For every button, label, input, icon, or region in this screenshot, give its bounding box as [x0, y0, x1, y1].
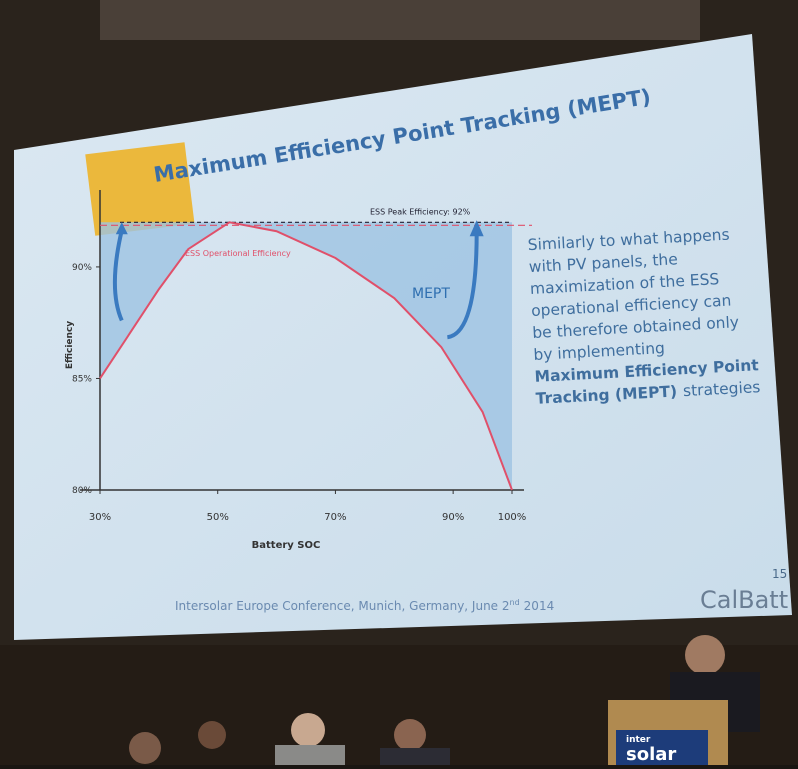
person — [291, 713, 325, 747]
speaker — [685, 635, 725, 675]
x-tick-label: 90% — [442, 512, 464, 523]
y-tick-label: 90% — [72, 263, 92, 273]
podium-text: solar — [626, 744, 676, 765]
y-tick-label: 85% — [72, 374, 92, 384]
x-tick-label: 100% — [498, 512, 527, 523]
person — [129, 732, 161, 764]
y-axis-label: Efficiency — [65, 321, 75, 369]
person-body — [380, 748, 450, 765]
person-body — [275, 745, 345, 765]
person — [394, 719, 426, 751]
footer-text: Intersolar Europe Conference, Munich, Ge… — [175, 599, 510, 613]
page-number: 15 — [772, 567, 787, 581]
x-axis-label: Battery SOC — [252, 540, 321, 551]
series-label: ESS Operational Efficiency — [185, 249, 291, 258]
photo: Maximum Efficiency Point Tracking (MEPT)… — [0, 0, 798, 765]
x-tick-label: 70% — [324, 512, 346, 523]
logo: CalBatt — [700, 586, 788, 614]
y-tick-label: 80% — [72, 486, 92, 496]
person — [198, 721, 226, 749]
x-tick-label: 50% — [207, 512, 229, 523]
footer-sup: nd — [510, 598, 520, 607]
ceiling — [100, 0, 700, 40]
peak-label: ESS Peak Efficiency: 92% — [370, 207, 471, 216]
x-tick-label: 30% — [89, 512, 111, 523]
page: Maximum Efficiency Point Tracking (MEPT)… — [0, 0, 798, 765]
slide-footer: Intersolar Europe Conference, Munich, Ge… — [175, 598, 554, 613]
mept-label: MEPT — [412, 286, 450, 302]
footer-year: 2014 — [524, 599, 555, 613]
